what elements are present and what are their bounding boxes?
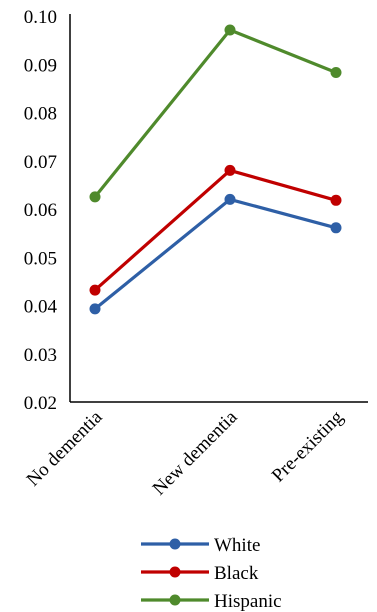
- y-tick-label: 0.10: [24, 7, 57, 28]
- y-tick-label: 0.04: [24, 297, 58, 318]
- y-tick-labels: 0.10 0.09 0.08 0.07 0.06 0.05 0.04 0.03 0.02: [24, 7, 58, 414]
- data-point: [89, 191, 101, 203]
- y-tick-label: 0.02: [24, 393, 57, 414]
- legend-label: Hispanic: [214, 591, 282, 612]
- legend-item: Black: [141, 563, 259, 584]
- legend-item: Hispanic: [141, 591, 282, 612]
- series-lines: [89, 24, 342, 315]
- y-tick-label: 0.09: [24, 55, 57, 76]
- legend-label: White: [214, 535, 260, 556]
- series-line: [93, 168, 338, 292]
- data-point: [89, 303, 101, 315]
- legend-label: Black: [214, 563, 259, 584]
- data-point: [330, 194, 342, 206]
- data-point: [330, 222, 342, 234]
- x-tick-labels: No dementia New dementia Pre-existing: [23, 406, 348, 499]
- data-point: [224, 193, 236, 205]
- y-tick-label: 0.06: [24, 200, 57, 221]
- data-point: [224, 24, 236, 36]
- series-white: [89, 193, 342, 315]
- data-point: [89, 284, 101, 296]
- legend-marker: [169, 566, 181, 578]
- data-point: [224, 164, 236, 176]
- x-tick-label: Pre-existing: [268, 406, 348, 486]
- legend-item: White: [141, 535, 260, 556]
- y-tick-label: 0.05: [24, 248, 57, 269]
- legend-marker: [169, 594, 181, 606]
- y-tick-label: 0.03: [24, 345, 57, 366]
- data-point: [330, 67, 342, 78]
- y-tick-label: 0.07: [24, 152, 57, 173]
- x-tick-label: No dementia: [23, 406, 107, 490]
- series-hispanic: [89, 24, 342, 203]
- legend-marker: [169, 538, 181, 550]
- legend: White Black Hispanic: [141, 535, 282, 612]
- series-line: [93, 28, 338, 199]
- x-tick-label: New dementia: [149, 406, 242, 499]
- y-tick-label: 0.08: [24, 104, 57, 125]
- series-line: [93, 197, 338, 311]
- series-black: [89, 164, 342, 296]
